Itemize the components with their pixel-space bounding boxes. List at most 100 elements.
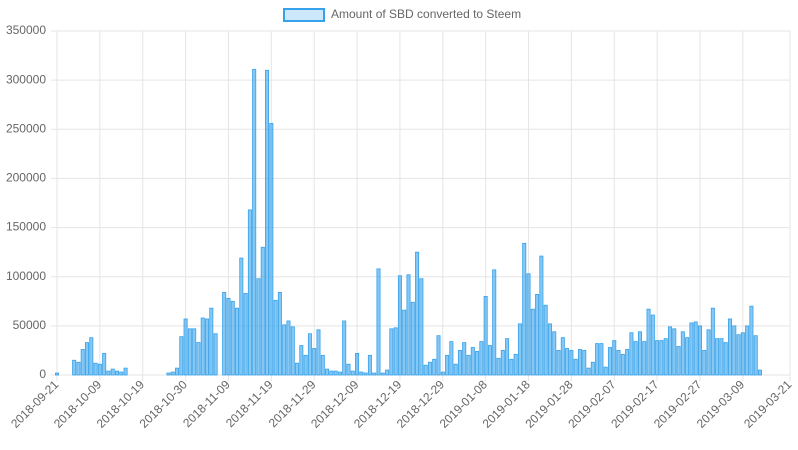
bar: [586, 367, 591, 376]
bar: [316, 329, 321, 376]
bar: [633, 341, 638, 376]
bar: [183, 318, 188, 376]
y-tick-label: 50000: [13, 318, 47, 332]
bar: [419, 278, 424, 376]
bar: [355, 352, 360, 376]
bar: [307, 333, 312, 376]
bar: [106, 370, 111, 376]
bar: [363, 372, 368, 376]
bar: [55, 372, 60, 376]
legend-swatch: [283, 8, 325, 22]
bar: [449, 341, 454, 376]
bar: [530, 308, 535, 376]
bar: [719, 338, 724, 376]
y-tick-label: 100000: [6, 269, 46, 283]
bar: [243, 293, 248, 376]
bar: [547, 323, 552, 376]
bar: [359, 371, 364, 376]
bar: [393, 327, 398, 376]
y-tick-label: 350000: [6, 23, 46, 37]
bar: [496, 357, 501, 376]
bar: [445, 354, 450, 376]
bar: [539, 255, 544, 376]
bar: [590, 361, 595, 376]
y-tick-label: 200000: [6, 171, 46, 185]
bar: [303, 354, 308, 376]
bar: [612, 340, 617, 376]
bar: [342, 320, 347, 376]
bar: [102, 352, 107, 376]
bar: [727, 318, 732, 376]
bar: [222, 292, 227, 376]
bar: [462, 342, 467, 376]
bar: [410, 301, 415, 376]
bar: [329, 370, 334, 376]
bar: [685, 337, 690, 376]
bar: [706, 329, 711, 376]
bar: [252, 68, 257, 376]
bar: [196, 342, 201, 376]
bar: [93, 362, 98, 376]
bar: [595, 343, 600, 376]
bar: [166, 372, 171, 376]
bar: [376, 268, 381, 376]
bar: [256, 278, 261, 376]
bar: [200, 317, 205, 376]
bar: [436, 335, 441, 376]
x-tick-label: 2019-03-21: [741, 377, 795, 431]
bar: [702, 350, 707, 376]
y-tick-label: 150000: [6, 220, 46, 234]
bar: [753, 335, 758, 376]
bar: [299, 345, 304, 376]
bar: [492, 269, 497, 376]
bar: [517, 323, 522, 376]
bar: [235, 307, 240, 376]
bar: [740, 332, 745, 376]
bar: [732, 325, 737, 376]
bar: [475, 351, 480, 376]
bar: [757, 369, 762, 376]
bar: [569, 350, 574, 376]
bar: [320, 354, 325, 376]
bar: [187, 328, 192, 376]
bar: [697, 325, 702, 376]
bar: [663, 338, 668, 376]
y-tick-label: 0: [39, 367, 46, 381]
bar: [367, 354, 372, 376]
bar: [337, 371, 342, 376]
bar: [85, 342, 90, 376]
bar: [513, 353, 518, 376]
bar: [192, 328, 197, 376]
bar: [72, 359, 77, 376]
bar: [110, 368, 115, 376]
bar: [522, 242, 527, 376]
y-tick-label: 250000: [6, 121, 46, 135]
bar: [406, 274, 411, 376]
bar: [432, 358, 437, 376]
bar: [179, 336, 184, 376]
bar: [655, 340, 660, 376]
bar: [247, 209, 252, 376]
y-tick-label: 300000: [6, 72, 46, 86]
bar: [736, 334, 741, 376]
bar: [745, 325, 750, 376]
bar: [457, 350, 462, 376]
bar: [312, 348, 317, 376]
bar: [625, 349, 630, 376]
bar: [453, 363, 458, 376]
bar: [676, 346, 681, 376]
bar: [672, 328, 677, 376]
bar: [97, 363, 102, 376]
bar: [616, 350, 621, 376]
bar: [479, 341, 484, 376]
bar: [273, 299, 278, 376]
bar: [397, 275, 402, 376]
bar: [637, 331, 642, 376]
bar: [689, 322, 694, 376]
bar: [505, 338, 510, 376]
bar: [209, 307, 214, 376]
bar: [415, 251, 420, 376]
bar: [286, 320, 291, 376]
bar: [423, 364, 428, 376]
